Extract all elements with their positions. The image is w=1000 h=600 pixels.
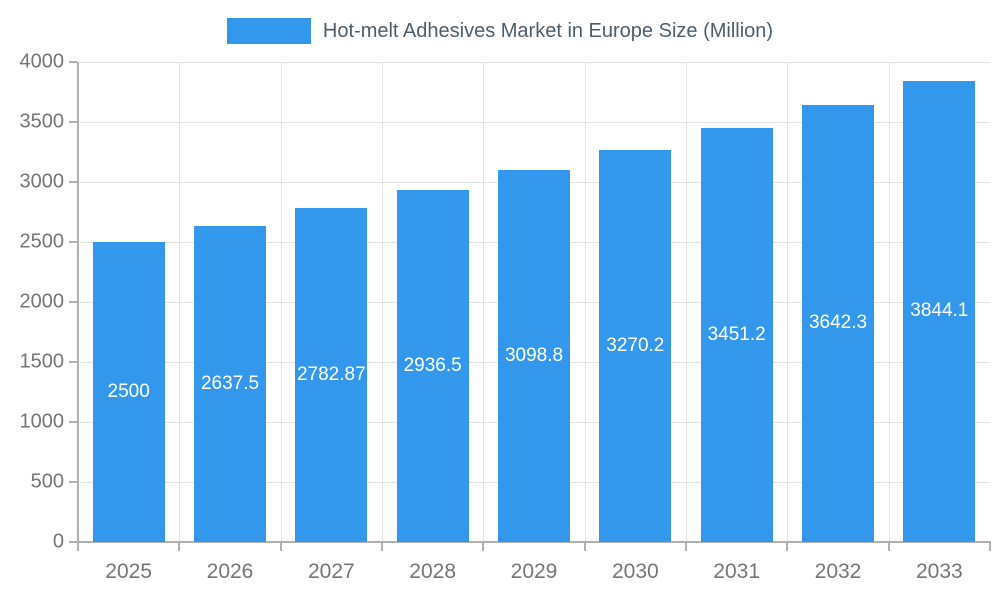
bar[interactable] (498, 170, 570, 542)
bar[interactable] (295, 208, 368, 542)
y-axis-label: 500 (30, 470, 64, 493)
x-axis-label: 2027 (307, 560, 355, 583)
y-axis-tick-mark (69, 421, 77, 423)
bar[interactable] (396, 189, 469, 542)
y-axis-tick-mark (69, 301, 77, 303)
bar[interactable] (903, 80, 976, 542)
x-axis-tick-mark (77, 543, 79, 551)
y-axis-label: 2500 (19, 230, 65, 253)
x-axis-tick-mark (482, 543, 485, 551)
y-axis-label: 4000 (19, 50, 65, 73)
y-axis-tick-mark (69, 121, 77, 123)
x-axis-tick-mark (989, 543, 991, 551)
x-axis-label: 2030 (611, 560, 659, 583)
bar[interactable] (194, 225, 266, 542)
x-axis-tick-mark (279, 543, 282, 551)
bar-value-label: 3642.3 (808, 312, 868, 334)
bar[interactable] (599, 149, 672, 542)
y-axis-label: 1500 (19, 350, 65, 373)
y-axis-tick-mark (69, 181, 77, 183)
x-axis-tick-mark (685, 543, 687, 551)
x-axis-label: 2028 (409, 560, 457, 583)
bar-value-label: 2936.5 (403, 354, 462, 376)
x-axis-label: 2025 (105, 560, 153, 583)
y-axis-label: 3500 (19, 110, 65, 133)
y-axis-tick-mark (69, 361, 77, 363)
bar-value-label: 3270.2 (606, 334, 665, 356)
x-axis-label: 2031 (713, 560, 761, 583)
legend-swatch[interactable] (226, 18, 311, 44)
y-axis-tick-mark (69, 541, 77, 543)
x-axis-tick-mark (381, 543, 383, 551)
bar-value-label: 2782.87 (296, 364, 366, 386)
bar[interactable] (92, 242, 165, 542)
y-axis-label: 1000 (19, 410, 65, 433)
x-axis-label: 2026 (206, 560, 254, 583)
legend: Hot-melt Adhesives Market in Europe Size… (0, 16, 1000, 46)
x-axis-tick-mark (583, 543, 586, 551)
x-axis-tick-mark (178, 543, 181, 551)
chart-title: Hot-melt Adhesives Market in Europe Size… (322, 19, 774, 42)
bar[interactable] (700, 127, 773, 542)
bar[interactable] (802, 104, 874, 542)
y-axis-tick-mark (69, 481, 77, 483)
y-axis-label: 2000 (19, 290, 65, 313)
x-axis-label: 2033 (915, 560, 963, 583)
gridline-horizontal (78, 61, 990, 63)
y-axis-label: 3000 (19, 170, 65, 193)
y-axis-tick-mark (69, 61, 77, 63)
x-axis-tick-mark (887, 543, 890, 551)
x-axis-label: 2029 (510, 560, 558, 583)
bar-value-label: 3844.1 (910, 300, 969, 322)
x-axis-line (77, 541, 991, 543)
bar-value-label: 2500 (107, 381, 150, 402)
x-axis-tick-mark (786, 543, 789, 551)
x-axis-label: 2032 (814, 560, 862, 583)
y-axis-line (77, 62, 79, 543)
y-axis-tick-mark (69, 241, 77, 243)
gridline-horizontal (78, 121, 990, 123)
y-axis-label: 0 (52, 530, 64, 553)
bar-value-label: 3451.2 (707, 323, 766, 345)
bar-value-label: 2637.5 (200, 372, 260, 394)
bar-value-label: 3098.8 (504, 345, 564, 367)
